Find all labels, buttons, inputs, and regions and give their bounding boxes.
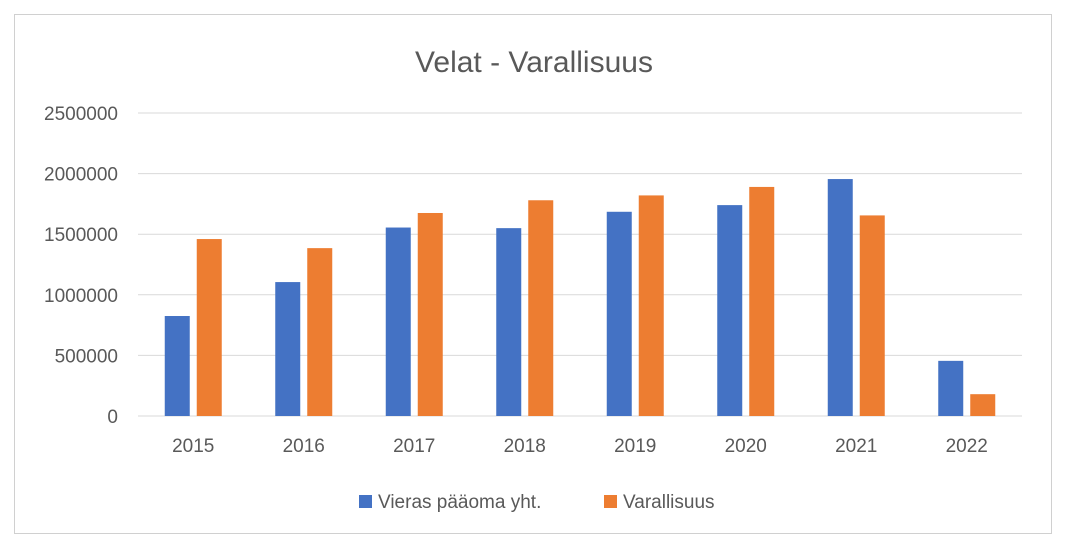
bar-2017-series-2 bbox=[417, 212, 443, 416]
gridlines bbox=[138, 112, 1022, 417]
bar-2021-series-2 bbox=[859, 215, 885, 416]
bar-2020-series-1 bbox=[717, 205, 743, 416]
x-tick-label: 2022 bbox=[946, 436, 988, 457]
bar-2016-series-2 bbox=[307, 248, 333, 416]
bar-2015-series-2 bbox=[196, 239, 222, 416]
bar-2019-series-2 bbox=[638, 195, 664, 416]
x-tick-label: 2016 bbox=[283, 436, 325, 457]
y-tick-label: 1000000 bbox=[44, 286, 118, 307]
y-axis-tick-labels: 0 500000 1000000 1500000 2000000 2500000 bbox=[44, 104, 118, 428]
chart-title: Velat - Varallisuus bbox=[415, 46, 653, 79]
x-tick-label: 2021 bbox=[835, 436, 877, 457]
legend-label-series-1: Vieras pääoma yht. bbox=[378, 492, 541, 513]
y-tick-label: 2500000 bbox=[44, 104, 118, 125]
legend-label-series-2: Varallisuus bbox=[623, 492, 715, 513]
x-tick-label: 2015 bbox=[172, 436, 214, 457]
bar-2016-series-1 bbox=[275, 282, 301, 416]
x-tick-label: 2020 bbox=[725, 436, 767, 457]
y-tick-label: 500000 bbox=[55, 346, 118, 367]
bar-2015-series-1 bbox=[164, 316, 190, 416]
x-axis-tick-labels: 2015 2016 2017 2018 2019 2020 2021 2022 bbox=[172, 436, 988, 457]
bar-2017-series-1 bbox=[385, 227, 411, 416]
y-tick-label: 1500000 bbox=[44, 225, 118, 246]
legend: Vieras pääoma yht. Varallisuus bbox=[359, 492, 715, 513]
legend-swatch-series-2 bbox=[604, 495, 617, 508]
bar-2018-series-1 bbox=[496, 228, 522, 416]
y-tick-label: 0 bbox=[107, 407, 118, 428]
bar-2021-series-1 bbox=[827, 179, 853, 416]
x-tick-label: 2018 bbox=[504, 436, 546, 457]
y-tick-label: 2000000 bbox=[44, 165, 118, 186]
bar-2019-series-1 bbox=[606, 211, 632, 416]
bar-2022-series-1 bbox=[938, 360, 964, 416]
x-tick-label: 2019 bbox=[614, 436, 656, 457]
bars bbox=[164, 179, 996, 416]
x-tick-label: 2017 bbox=[393, 436, 435, 457]
legend-swatch-series-1 bbox=[359, 495, 372, 508]
bar-2018-series-2 bbox=[528, 200, 554, 416]
bar-2020-series-2 bbox=[749, 186, 775, 416]
bar-2022-series-2 bbox=[970, 394, 996, 416]
